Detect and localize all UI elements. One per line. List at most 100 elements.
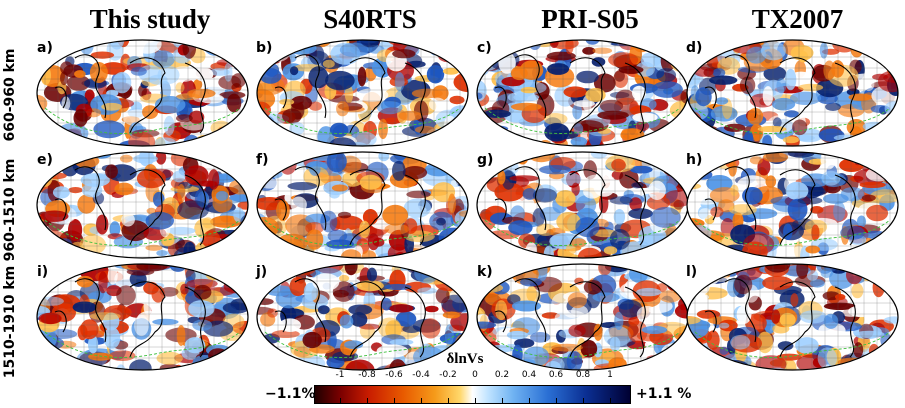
velocity-anomaly-blob <box>583 280 603 295</box>
velocity-anomaly-blob <box>60 71 69 86</box>
plate-boundary <box>264 331 461 358</box>
velocity-anomaly-blob <box>888 132 898 139</box>
row-label-1510-1910: 1510-1910 km <box>2 265 18 379</box>
velocity-anomaly-blob <box>202 230 221 250</box>
velocity-anomaly-blob <box>706 47 716 58</box>
velocity-anomaly-blob <box>377 317 402 339</box>
velocity-anomaly-blob <box>103 327 121 349</box>
velocity-anomaly-blob <box>592 47 613 54</box>
velocity-anomaly-blob <box>37 167 53 188</box>
velocity-anomaly-blob <box>271 40 301 44</box>
velocity-anomaly-blob <box>710 206 724 218</box>
velocity-anomaly-blob <box>411 139 429 146</box>
velocity-anomaly-blob <box>726 367 752 370</box>
velocity-anomaly-blob <box>273 137 292 146</box>
velocity-anomaly-blob <box>701 264 718 275</box>
plate-boundary <box>44 107 241 134</box>
colorbar-title: δlnVs <box>446 351 484 367</box>
velocity-anomaly-blob <box>508 220 533 236</box>
velocity-anomaly-blob <box>145 244 163 251</box>
colorbar-tick-label: 0.6 <box>548 370 564 380</box>
velocity-anomaly-blob <box>96 214 109 235</box>
velocity-anomaly-blob <box>823 302 856 310</box>
velocity-anomaly-blob <box>823 60 836 81</box>
velocity-anomaly-blob <box>449 95 465 105</box>
velocity-anomaly-blob <box>259 129 292 136</box>
velocity-anomaly-blob <box>486 140 497 146</box>
velocity-anomaly-blob <box>882 152 897 160</box>
velocity-anomaly-blob <box>82 253 105 258</box>
plate-boundary <box>484 219 681 246</box>
panel-label-g: g) <box>477 152 494 168</box>
velocity-anomaly-blob <box>603 326 631 347</box>
velocity-anomaly-blob <box>497 170 506 185</box>
colorbar-tick-mark <box>367 398 368 404</box>
velocity-anomaly-blob <box>573 100 595 108</box>
velocity-anomaly-blob <box>226 93 242 113</box>
velocity-anomaly-blob <box>477 251 487 258</box>
velocity-anomaly-blob <box>52 186 70 199</box>
velocity-anomaly-blob <box>879 133 898 146</box>
velocity-anomaly-blob <box>234 233 248 242</box>
velocity-anomaly-blob <box>456 247 468 258</box>
velocity-anomaly-blob <box>719 346 729 355</box>
velocity-anomaly-blob <box>614 312 624 330</box>
velocity-anomaly-blob <box>462 338 468 350</box>
colorbar-tick-mark <box>394 398 395 404</box>
velocity-anomaly-blob <box>337 211 352 219</box>
velocity-anomaly-blob <box>512 344 523 366</box>
velocity-anomaly-blob <box>436 240 466 254</box>
colorbar-tick-label: 0.8 <box>575 370 591 380</box>
velocity-anomaly-blob <box>208 359 228 370</box>
plate-boundary <box>264 219 461 246</box>
velocity-anomaly-blob <box>819 42 828 59</box>
velocity-anomaly-blob <box>114 269 137 289</box>
velocity-anomaly-blob <box>188 300 215 318</box>
velocity-anomaly-blob <box>109 40 125 50</box>
panel-label-a: a) <box>37 40 53 56</box>
plate-boundary <box>484 331 681 358</box>
velocity-anomaly-blob <box>283 152 298 163</box>
velocity-anomaly-blob <box>155 152 167 165</box>
velocity-anomaly-blob <box>37 251 60 258</box>
velocity-anomaly-blob <box>630 165 653 174</box>
velocity-anomaly-blob <box>644 341 653 349</box>
velocity-anomaly-blob <box>339 314 354 329</box>
velocity-anomaly-blob <box>543 245 554 258</box>
velocity-anomaly-blob <box>76 275 94 288</box>
velocity-anomaly-blob <box>886 134 898 146</box>
velocity-anomaly-blob <box>777 341 794 351</box>
velocity-anomaly-blob <box>222 134 248 146</box>
velocity-anomaly-blob <box>266 359 292 370</box>
panel-label-h: h) <box>686 152 703 168</box>
velocity-anomaly-blob <box>199 138 215 146</box>
velocity-anomaly-blob <box>418 40 450 52</box>
map-outline <box>256 263 469 371</box>
velocity-anomaly-blob <box>771 309 781 324</box>
velocity-anomaly-blob <box>674 228 684 240</box>
velocity-anomaly-blob <box>795 337 819 354</box>
velocity-anomaly-blob <box>662 132 680 146</box>
velocity-anomaly-blob <box>257 241 271 258</box>
velocity-anomaly-blob <box>177 200 210 220</box>
velocity-anomaly-blob <box>367 267 377 282</box>
velocity-anomaly-blob <box>88 335 99 354</box>
velocity-anomaly-blob <box>193 284 212 300</box>
velocity-anomaly-blob <box>448 152 459 174</box>
velocity-anomaly-blob <box>50 40 81 45</box>
velocity-anomaly-blob <box>312 273 340 291</box>
velocity-anomaly-blob <box>402 325 421 333</box>
colorbar-tick-mark <box>610 398 611 404</box>
velocity-anomaly-blob <box>576 70 599 84</box>
velocity-anomaly-blob <box>166 226 196 235</box>
velocity-anomaly-blob <box>821 170 841 186</box>
velocity-anomaly-blob <box>687 318 709 340</box>
velocity-anomaly-blob <box>510 66 528 81</box>
colorbar-tick-mark <box>529 398 530 404</box>
velocity-anomaly-blob <box>428 152 442 164</box>
velocity-anomaly-blob <box>776 78 787 94</box>
map-outline <box>686 39 899 147</box>
velocity-anomaly-blob <box>477 60 490 71</box>
velocity-anomaly-blob <box>359 174 382 190</box>
velocity-anomaly-blob <box>257 128 278 144</box>
